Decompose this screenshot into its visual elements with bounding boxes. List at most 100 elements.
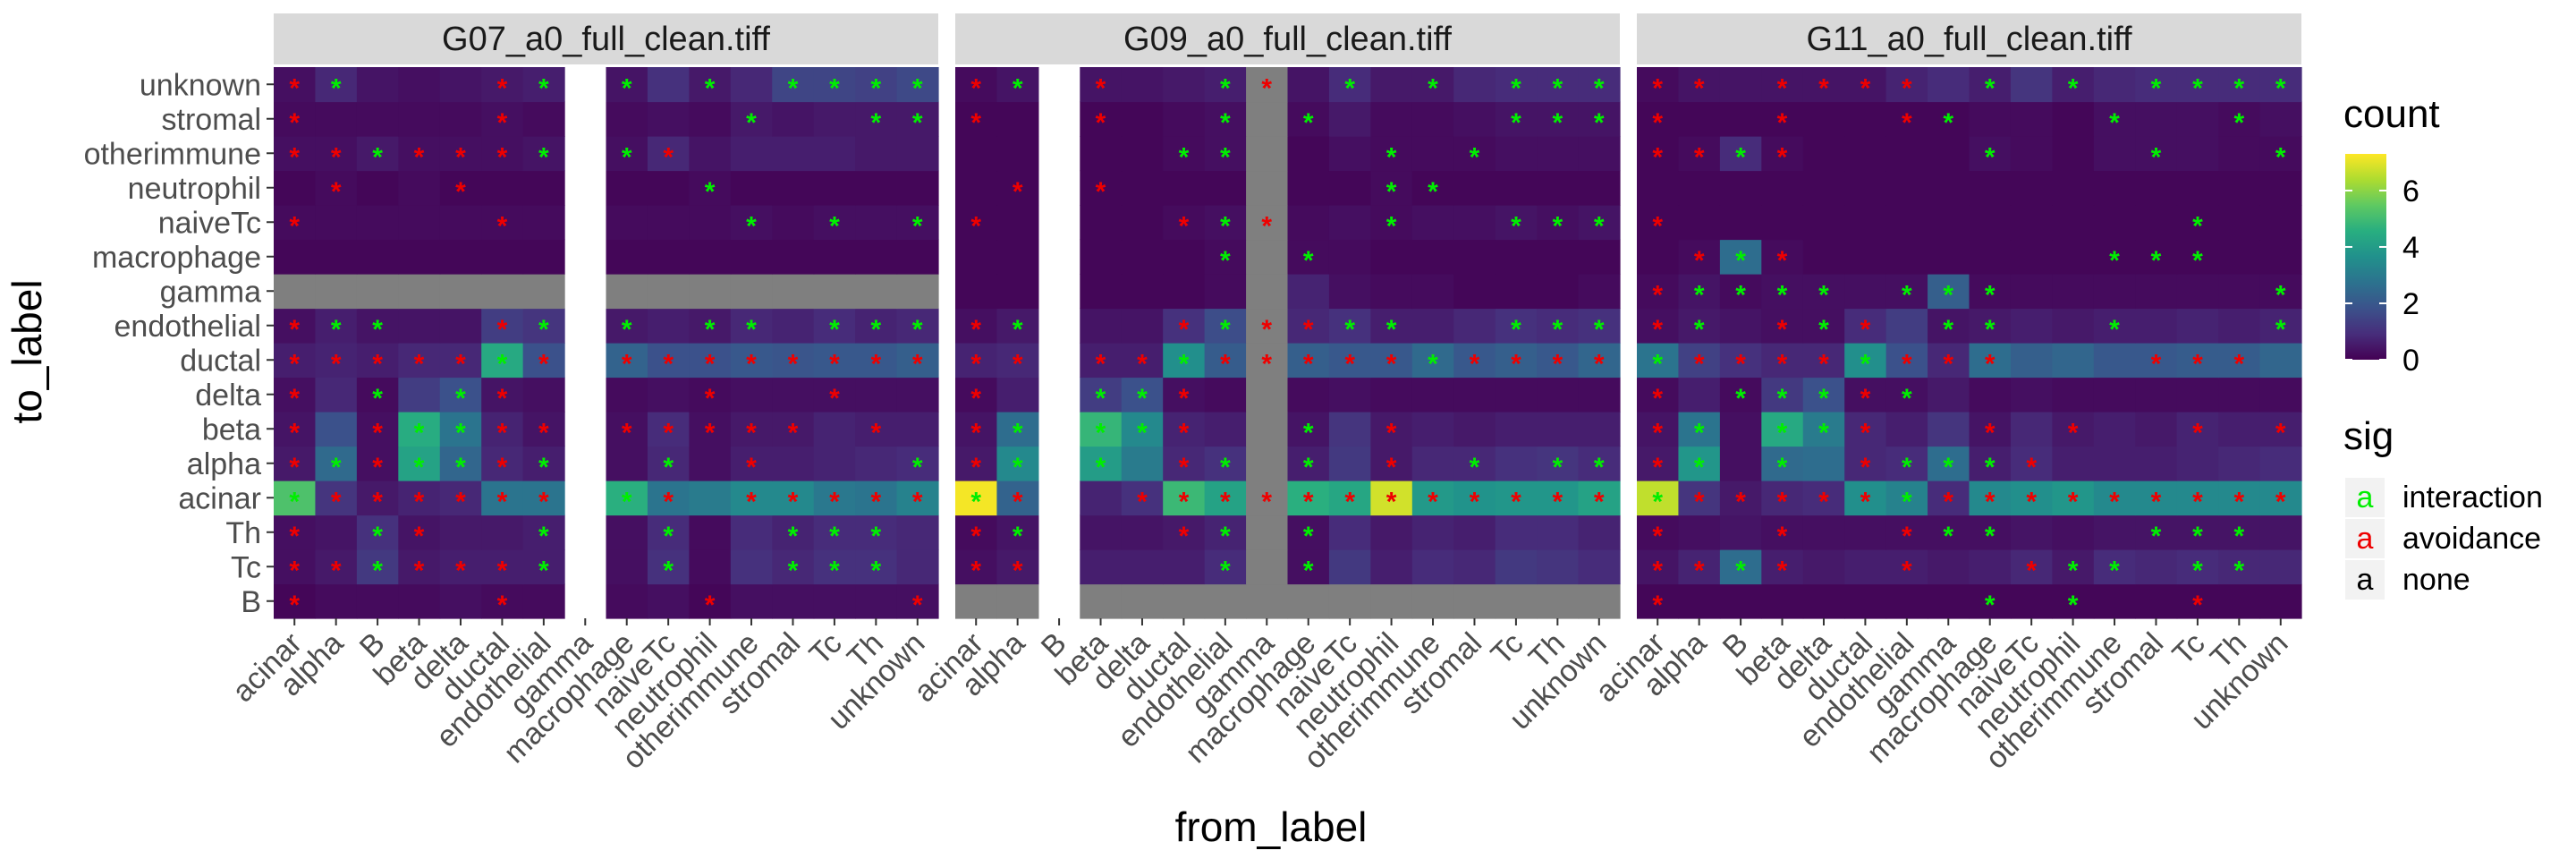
heatmap-cell-beta-endothelial xyxy=(522,412,565,447)
sig-marker-ductal-alpha: * xyxy=(1694,349,1705,378)
heatmap-cell-acinar-naivetc xyxy=(647,481,690,516)
sig-marker-beta-b: * xyxy=(372,418,383,447)
heatmap-cell-delta-th xyxy=(2218,377,2261,412)
heatmap-cell-naivetc-macrophage xyxy=(606,205,648,241)
heatmap-cell-gamma-tc xyxy=(1495,274,1538,310)
heatmap-cell-b-naivetc xyxy=(1328,583,1371,619)
heatmap-cell-naivetc-otherimmune xyxy=(2093,205,2136,241)
sig-marker-endothelial-otherimmune: * xyxy=(746,315,757,344)
heatmap-cell-ductal-beta xyxy=(398,343,441,378)
sig-marker-otherimmune-alpha: * xyxy=(1694,142,1705,172)
sig-marker-otherimmune-stromal: * xyxy=(2151,142,2162,172)
y-tick-label: neutrophil xyxy=(128,172,261,206)
heatmap-cell-stromal-endothelial xyxy=(1204,101,1247,137)
sig-marker-gamma-endothelial: * xyxy=(1902,280,1912,310)
heatmap-cell-alpha-tc xyxy=(1495,446,1538,481)
sig-marker-otherimmune-acinar: * xyxy=(1652,142,1663,172)
sig-marker-tc-naivetc: * xyxy=(663,556,674,585)
heatmap-cell-macrophage-delta xyxy=(439,239,482,275)
sig-marker-acinar-th: * xyxy=(2233,487,2244,516)
heatmap-cell-ductal-alpha xyxy=(315,343,358,378)
heatmap-cell-acinar-acinar xyxy=(1637,481,1680,516)
heatmap-cell-gamma-beta xyxy=(1761,274,1804,310)
heatmap-cell-macrophage-alpha xyxy=(1678,239,1721,275)
heatmap-cell-endothelial-stromal xyxy=(1453,308,1496,344)
heatmap-cell-gamma-stromal xyxy=(1453,274,1496,310)
heatmap-cell-stromal-otherimmune xyxy=(730,101,773,137)
heatmap-cell-acinar-alpha xyxy=(996,481,1039,516)
heatmap-cell-alpha-beta xyxy=(1761,446,1804,481)
sig-marker-endothelial-ductal: * xyxy=(1860,315,1871,344)
sig-marker-acinar-macrophage: * xyxy=(622,487,632,516)
sig-marker-otherimmune-alpha: * xyxy=(331,142,342,172)
heatmap-cell-acinar-ductal xyxy=(1163,481,1206,516)
sig-marker-alpha-macrophage: * xyxy=(1985,453,1996,482)
heatmap-cell-tc-endothelial xyxy=(1885,549,1928,585)
sig-marker-unknown-alpha: * xyxy=(331,73,342,103)
sig-marker-th-tc: * xyxy=(829,522,840,551)
sig-marker-stromal-th: * xyxy=(870,108,881,138)
heatmap-cell-macrophage-otherimmune xyxy=(730,239,773,275)
heatmap-cell-unknown-otherimmune xyxy=(2093,67,2136,103)
heatmap-cell-unknown-beta xyxy=(1761,67,1804,103)
sig-marker-acinar-ductal: * xyxy=(497,487,508,516)
heatmap-cell-ductal-acinar xyxy=(274,343,317,378)
heatmap-cell-stromal-ductal xyxy=(481,101,524,137)
heatmap-cell-tc-unknown xyxy=(2259,549,2302,585)
heatmap-cell-gamma-th xyxy=(2218,274,2261,310)
sig-key-box xyxy=(2345,560,2385,600)
heatmap-cell-delta-naivetc xyxy=(647,377,690,412)
sig-marker-acinar-acinar: * xyxy=(1652,487,1663,516)
heatmap-cell-th-endothelial xyxy=(1204,515,1247,550)
heatmap-cell-th-stromal xyxy=(2135,515,2178,550)
sig-marker-macrophage-b: * xyxy=(1735,246,1746,276)
heatmap-cell-endothelial-macrophage xyxy=(1969,308,2012,344)
heatmap-cell-delta-acinar xyxy=(1637,377,1680,412)
heatmap-cell-beta-stromal xyxy=(2135,412,2178,447)
heatmap-cell-macrophage-otherimmune xyxy=(1411,239,1454,275)
sig-marker-endothelial-endothelial: * xyxy=(1220,315,1231,344)
heatmap-cell-alpha-macrophage xyxy=(1969,446,2012,481)
sig-marker-neutrophil-alpha: * xyxy=(331,177,342,207)
heatmap-cell-alpha-unknown xyxy=(2259,446,2302,481)
heatmap-cell-stromal-acinar xyxy=(274,101,317,137)
heatmap-cell-beta-beta xyxy=(398,412,441,447)
heatmap-cell-th-neutrophil xyxy=(689,515,732,550)
sig-marker-unknown-endothelial: * xyxy=(1220,73,1231,103)
heatmap-cell-unknown-ductal xyxy=(481,67,524,103)
sig-marker-acinar-tc: * xyxy=(2192,487,2203,516)
sig-marker-otherimmune-neutrophil: * xyxy=(1386,142,1397,172)
heatmap-cell-macrophage-endothelial xyxy=(1204,239,1247,275)
heatmap-cell-delta-endothelial xyxy=(1885,377,1928,412)
heatmap-cell-gamma-acinar xyxy=(274,274,317,310)
heatmap-cell-unknown-b xyxy=(1719,67,1762,103)
heatmap-cell-gamma-delta xyxy=(1802,274,1845,310)
heatmap-cell-otherimmune-acinar xyxy=(1637,136,1680,172)
sig-marker-beta-macrophage: * xyxy=(1985,418,1996,447)
heatmap-cell-delta-delta xyxy=(439,377,482,412)
heatmap-cell-acinar-gamma xyxy=(1246,481,1289,516)
sig-marker-unknown-unknown: * xyxy=(1594,73,1605,103)
heatmap-cell-stromal-stromal xyxy=(772,101,815,137)
heatmap-cell-delta-alpha xyxy=(996,377,1039,412)
sig-marker-unknown-th: * xyxy=(1552,73,1563,103)
heatmap-cell-naivetc-ductal xyxy=(481,205,524,241)
heatmap-cell-neutrophil-delta xyxy=(1802,170,1845,206)
sig-marker-macrophage-endothelial: * xyxy=(1220,246,1231,276)
heatmap-cell-b-alpha xyxy=(1678,583,1721,619)
heatmap-cell-naivetc-naivetc xyxy=(1328,205,1371,241)
heatmap-cell-acinar-macrophage xyxy=(606,481,648,516)
heatmap-cell-neutrophil-unknown xyxy=(2259,170,2302,206)
heatmap-cell-beta-macrophage xyxy=(1287,412,1330,447)
sig-marker-ductal-tc: * xyxy=(829,349,840,378)
heatmap-cell-beta-naivetc xyxy=(1328,412,1371,447)
heatmap-cell-tc-beta xyxy=(1080,549,1123,585)
sig-marker-naivetc-gamma: * xyxy=(1261,211,1272,241)
heatmap-cell-endothelial-th xyxy=(1537,308,1580,344)
sig-marker-unknown-endothelial: * xyxy=(1902,73,1912,103)
sig-marker-th-acinar: * xyxy=(289,522,300,551)
sig-marker-endothelial-th: * xyxy=(870,315,881,344)
y-tick-label: Tc xyxy=(231,550,261,584)
heatmap-cell-th-naivetc xyxy=(2010,515,2053,550)
sig-marker-ductal-ductal: * xyxy=(1179,349,1190,378)
